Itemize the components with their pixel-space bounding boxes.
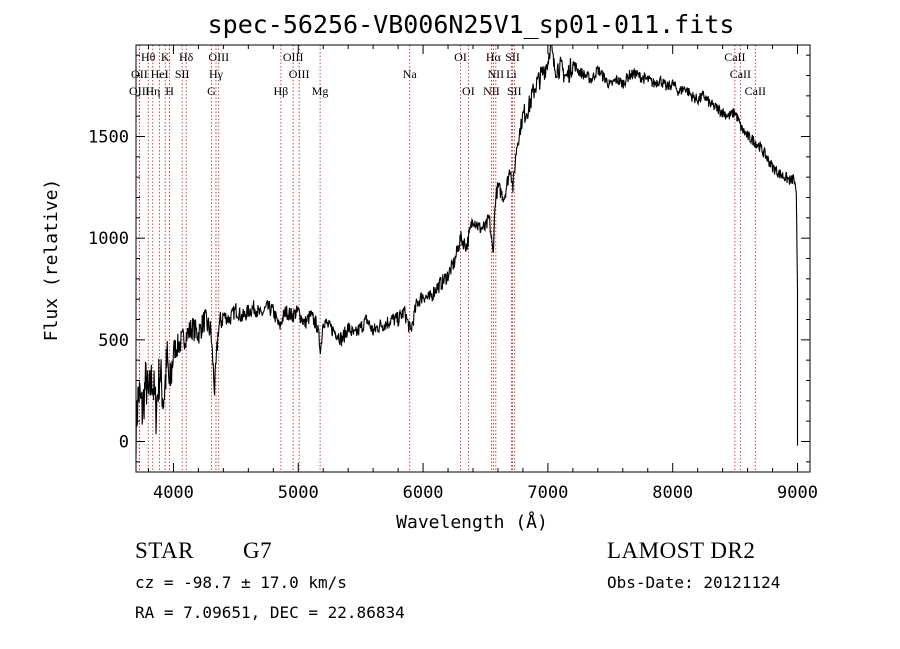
line-label-23: Mg — [312, 84, 329, 98]
object-class: STAR — [135, 538, 194, 563]
y-tick-label-2: 1000 — [88, 229, 129, 249]
x-tick-label-4: 8000 — [652, 483, 693, 503]
line-label-13: OIII — [289, 67, 310, 81]
line-label-7: SII — [505, 50, 520, 64]
line-label-4: OIII — [283, 50, 304, 64]
line-label-19: Hη — [145, 84, 160, 98]
line-label-17: CaII — [730, 67, 751, 81]
x-axis-ticks: 4000 5000 6000 7000 8000 9000 — [147, 45, 818, 503]
line-label-15: NII — [488, 67, 505, 81]
line-label-9: OII — [131, 67, 148, 81]
line-label-22: Hβ — [274, 84, 289, 98]
y-tick-label-1: 500 — [98, 331, 129, 351]
line-label-26: SII — [507, 84, 522, 98]
line-label-0: Hθ — [141, 50, 156, 64]
line-label-11: SII — [175, 67, 190, 81]
line-label-8: CaII — [724, 50, 745, 64]
line-label-2: Hδ — [179, 50, 194, 64]
object-subclass: G7 — [243, 538, 273, 563]
y-axis-label: Flux (relative) — [41, 179, 62, 342]
line-label-16: Li — [506, 67, 517, 81]
line-label-18: OIII — [129, 84, 150, 98]
x-tick-label-2: 6000 — [403, 483, 444, 503]
line-label-1: K — [161, 50, 170, 64]
chart-title: spec-56256-VB006N25V1_sp01-011.fits — [208, 10, 735, 39]
line-label-25: NII — [483, 84, 500, 98]
x-tick-label-3: 7000 — [527, 483, 568, 503]
x-tick-label-5: 9000 — [777, 483, 818, 503]
line-label-14: Na — [403, 67, 418, 81]
x-axis-label: Wavelength (Å) — [396, 511, 548, 533]
line-label-5: OI — [454, 50, 467, 64]
plot-frame — [135, 44, 811, 473]
line-label-10: HeI — [151, 67, 169, 81]
coordinates: RA = 7.09651, DEC = 22.86834 — [135, 603, 405, 622]
flux-series-line — [135, 44, 799, 458]
spectral-line-markers — [138, 45, 756, 472]
line-label-24: OI — [462, 84, 475, 98]
line-label-27: CaII — [745, 84, 766, 98]
y-tick-label-0: 0 — [119, 433, 129, 453]
survey-name: LAMOST DR2 — [607, 538, 756, 563]
line-label-12: Hγ — [209, 67, 224, 81]
redshift-velocity: cz = -98.7 ± 17.0 km/s — [135, 573, 347, 592]
x-tick-label-0: 4000 — [153, 483, 194, 503]
line-label-21: G — [207, 84, 216, 98]
line-label-3: OIII — [208, 50, 229, 64]
line-label-6: Hα — [486, 50, 502, 64]
line-label-20: H — [165, 84, 174, 98]
observation-date: Obs-Date: 20121124 — [607, 573, 781, 592]
y-axis-ticks: 0 500 1000 1500 — [88, 54, 810, 463]
x-tick-label-1: 5000 — [278, 483, 319, 503]
y-tick-label-3: 1500 — [88, 128, 129, 148]
